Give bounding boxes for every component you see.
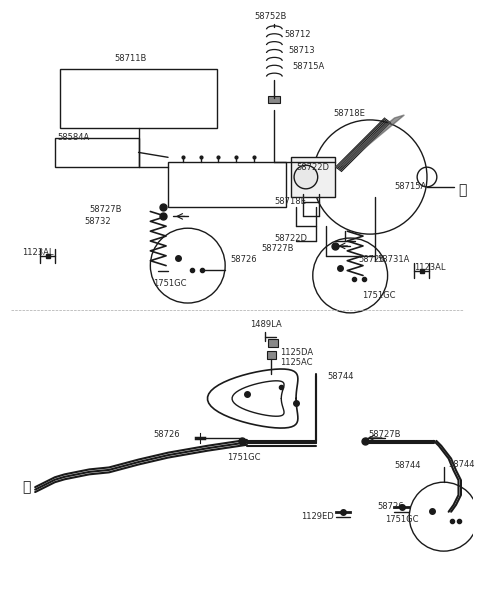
Text: 58727B: 58727B [262,245,294,253]
Polygon shape [336,115,404,167]
FancyBboxPatch shape [291,157,336,196]
Text: 58722D: 58722D [296,163,329,171]
Text: 58744: 58744 [449,460,475,469]
Text: 58711B: 58711B [114,54,146,63]
Text: Ⓐ: Ⓐ [458,183,467,197]
Text: 58727B: 58727B [368,431,400,439]
Text: 1751GC: 1751GC [153,279,187,288]
Text: 1123AL: 1123AL [23,248,54,257]
Text: 58713: 58713 [288,46,315,56]
Circle shape [294,165,318,189]
Text: 58718E: 58718E [275,197,306,206]
Text: 58715A: 58715A [292,62,324,71]
Text: 58718E: 58718E [334,109,365,118]
Text: 58732: 58732 [84,217,111,226]
Text: 1129ED: 1129ED [301,512,334,521]
FancyBboxPatch shape [268,339,278,347]
Text: 1125DA: 1125DA [280,348,313,357]
Text: 1125AC: 1125AC [280,357,313,367]
Text: 58726: 58726 [358,255,384,264]
Text: 1751GC: 1751GC [384,515,418,524]
FancyBboxPatch shape [268,96,280,103]
Text: 1751GC: 1751GC [362,290,396,300]
FancyBboxPatch shape [266,351,276,359]
Text: 58712: 58712 [284,30,311,39]
Text: 58727B: 58727B [89,205,122,214]
Text: 1751GC: 1751GC [227,453,261,462]
Text: 58715A: 58715A [395,182,427,192]
Text: Ⓐ: Ⓐ [23,480,31,494]
Text: 1489LA: 1489LA [250,320,282,329]
Text: 58726: 58726 [230,255,257,264]
Text: 58722D: 58722D [275,234,307,243]
Text: 58744: 58744 [327,372,354,381]
Text: 58584A: 58584A [58,133,90,142]
Text: 58726: 58726 [153,431,180,439]
Text: 58731A: 58731A [378,255,410,264]
Text: 58744: 58744 [395,461,421,470]
Text: 58726: 58726 [378,502,404,511]
Text: 1123AL: 1123AL [414,263,446,272]
Text: 58752B: 58752B [255,12,287,21]
